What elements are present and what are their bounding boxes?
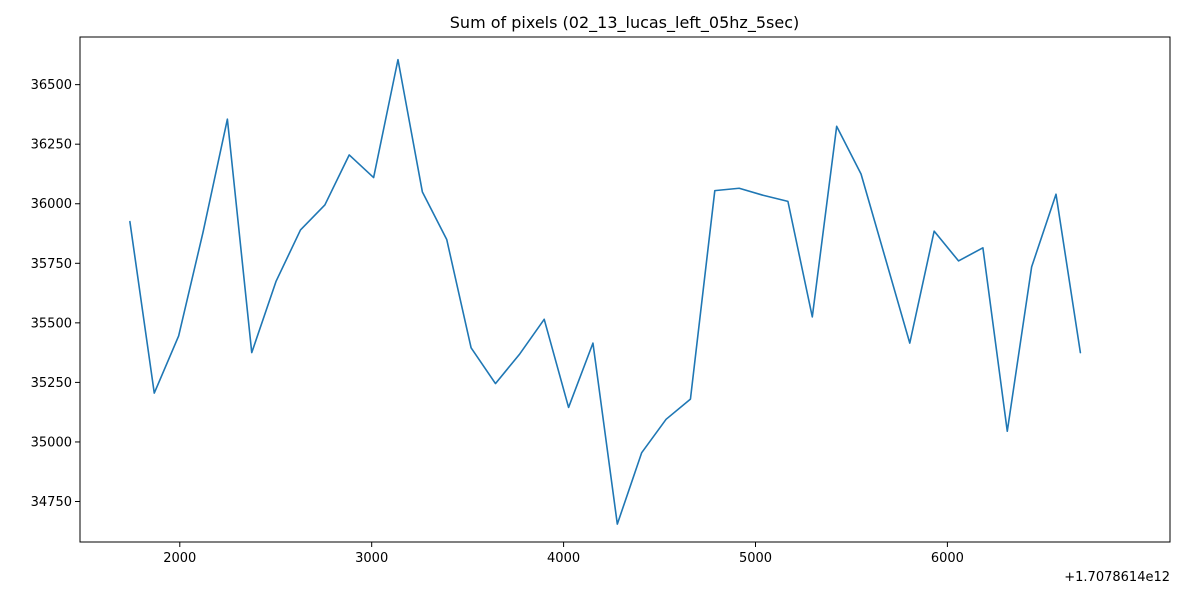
y-axis: 34750 35000 35250 35500 35750 36000 36250 36500 — [31, 78, 80, 510]
plot-frame — [79, 36, 1171, 543]
y-tick-label: 36000 — [31, 197, 72, 212]
x-axis: 2000 3000 4000 5000 6000 — [163, 542, 964, 566]
x-tick-label: 2000 — [163, 551, 196, 566]
y-tick-label: 35500 — [31, 316, 72, 331]
y-tick-label: 35250 — [31, 376, 72, 391]
y-tick-label: 34750 — [31, 495, 72, 510]
y-tick-label: 36250 — [31, 138, 72, 153]
x-tick-label: 3000 — [355, 551, 388, 566]
y-tick-label: 36500 — [31, 78, 72, 93]
x-tick-label: 5000 — [739, 551, 772, 566]
x-tick-label: 4000 — [547, 551, 580, 566]
series-group — [129, 58, 1082, 525]
y-tick-label: 35750 — [31, 257, 72, 272]
series-line — [129, 58, 1082, 525]
y-tick-label: 35000 — [31, 435, 72, 450]
x-axis-offset-label: +1.7078614e12 — [1064, 570, 1170, 585]
chart-title: Sum of pixels (02_13_lucas_left_05hz_5se… — [450, 13, 799, 33]
x-tick-label: 6000 — [931, 551, 964, 566]
